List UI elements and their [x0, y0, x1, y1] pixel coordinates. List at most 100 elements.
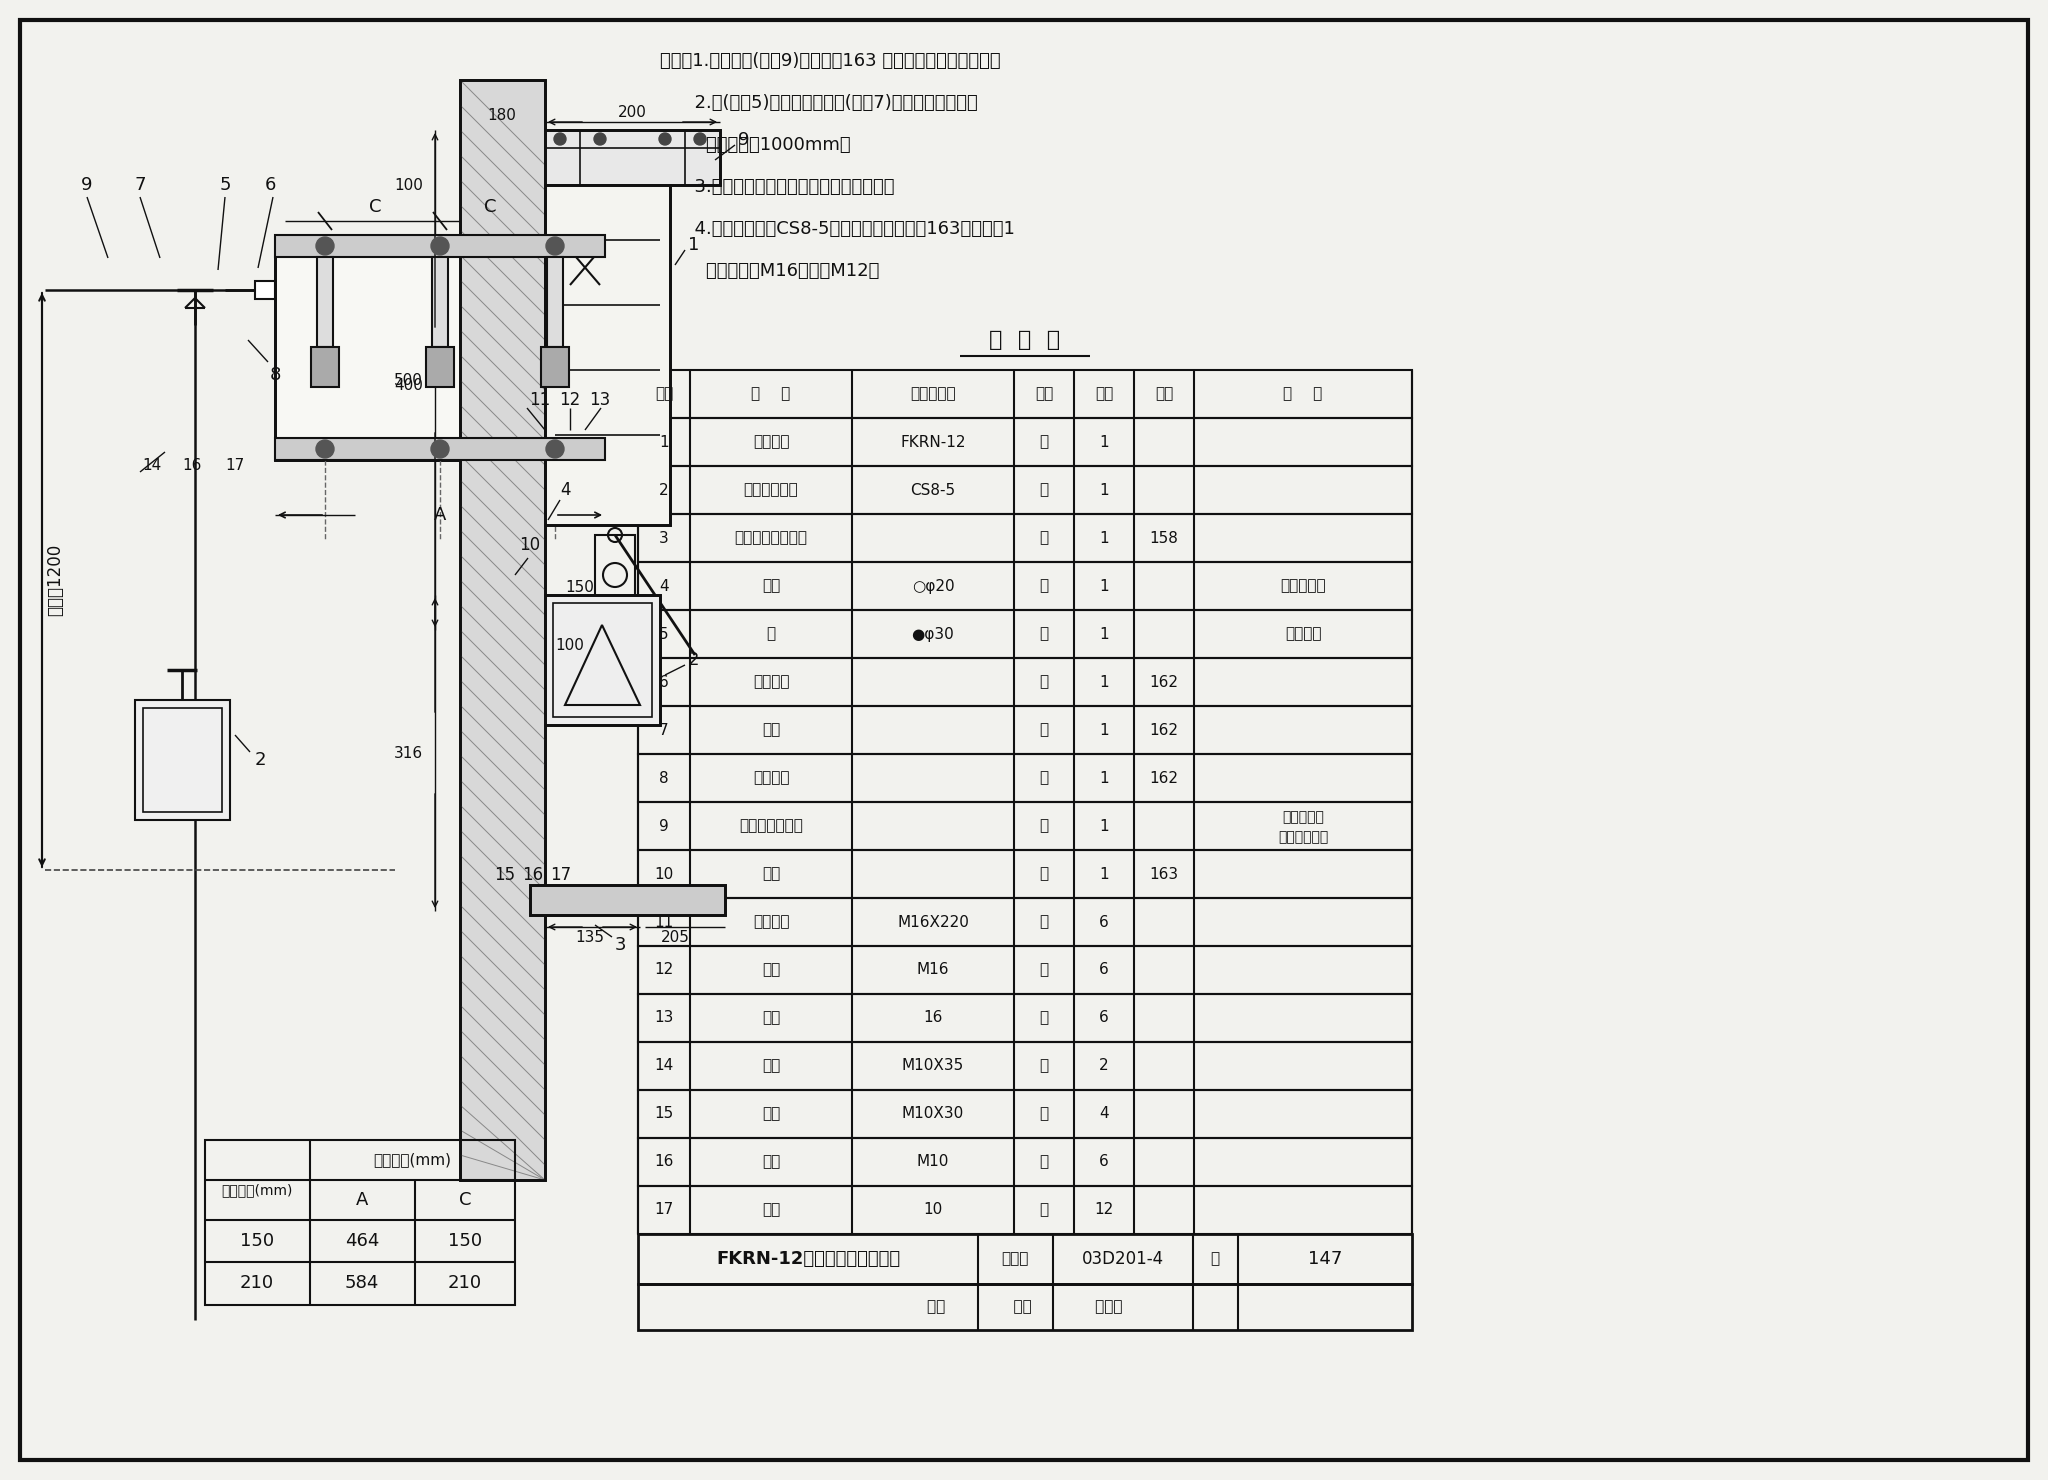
Text: 明  细  表: 明 细 表: [989, 330, 1061, 349]
Bar: [553, 602, 651, 716]
Bar: [426, 346, 455, 386]
Text: 页: 页: [1210, 1252, 1219, 1267]
Text: 147: 147: [1309, 1251, 1341, 1268]
Bar: [639, 898, 1411, 946]
Text: 14: 14: [655, 1058, 674, 1073]
Text: ●φ30: ●φ30: [911, 626, 954, 641]
Text: 7: 7: [135, 176, 145, 194]
Text: 150: 150: [240, 1231, 274, 1251]
Text: 400: 400: [393, 377, 424, 392]
Bar: [311, 346, 340, 386]
Text: 5: 5: [219, 176, 231, 194]
Text: 2: 2: [688, 651, 700, 669]
Bar: [639, 562, 1411, 610]
Bar: [143, 707, 221, 813]
Text: C: C: [369, 198, 381, 216]
Text: 的螺纹直径M16应改为M12。: 的螺纹直径M16应改为M12。: [659, 262, 879, 280]
Text: 根: 根: [1040, 579, 1049, 593]
Text: 安装尺寸(mm): 安装尺寸(mm): [373, 1153, 451, 1168]
Bar: [432, 258, 449, 346]
Text: FKRN-12负荷开关在墙上安装: FKRN-12负荷开关在墙上安装: [717, 1251, 899, 1268]
Text: 14: 14: [143, 457, 162, 472]
Text: 8: 8: [270, 366, 281, 383]
Text: 10: 10: [520, 536, 541, 554]
Text: 1: 1: [1100, 435, 1108, 450]
Bar: [530, 885, 725, 915]
Text: 316: 316: [393, 746, 424, 761]
Text: 500: 500: [393, 373, 424, 388]
Text: 4: 4: [1100, 1107, 1108, 1122]
Bar: [639, 1285, 1411, 1331]
Text: 页次: 页次: [1155, 386, 1174, 401]
Bar: [639, 514, 1411, 562]
Text: 个: 个: [1040, 1058, 1049, 1073]
Text: 操动机构安装支架: 操动机构安装支架: [735, 530, 807, 546]
Text: 根: 根: [1040, 722, 1049, 737]
Bar: [639, 610, 1411, 659]
Text: 16: 16: [522, 866, 543, 884]
Text: 开关成套供应: 开关成套供应: [1278, 830, 1327, 844]
Text: 4: 4: [559, 481, 569, 499]
Text: 180: 180: [487, 108, 516, 123]
Text: 5: 5: [659, 626, 670, 641]
Text: 1: 1: [659, 435, 670, 450]
Text: 100: 100: [555, 638, 584, 653]
Bar: [639, 946, 1411, 995]
Text: 3: 3: [659, 530, 670, 546]
Text: 个: 个: [1040, 866, 1049, 882]
Text: 17: 17: [655, 1202, 674, 1218]
Text: 备    注: 备 注: [1284, 386, 1323, 401]
Text: M10X30: M10X30: [901, 1107, 965, 1122]
Text: 210: 210: [449, 1274, 481, 1292]
Text: ○φ20: ○φ20: [911, 579, 954, 593]
Text: 距地面1200: 距地面1200: [45, 543, 63, 616]
Bar: [274, 438, 604, 460]
Text: 1: 1: [1100, 482, 1108, 497]
Text: 9: 9: [737, 132, 750, 149]
Bar: [545, 130, 721, 185]
Text: 11: 11: [528, 391, 551, 408]
Bar: [541, 346, 569, 386]
Text: 16: 16: [182, 457, 201, 472]
Text: 个: 个: [1040, 530, 1049, 546]
Text: 台: 台: [1040, 482, 1049, 497]
Text: 螺杆: 螺杆: [762, 866, 780, 882]
Text: 13: 13: [653, 1011, 674, 1026]
Text: 轴承: 轴承: [762, 722, 780, 737]
Text: 根: 根: [1040, 771, 1049, 786]
Text: 轴: 轴: [766, 626, 776, 641]
Text: 162: 162: [1149, 675, 1178, 690]
Text: 螺母: 螺母: [762, 1154, 780, 1169]
Text: 序号: 序号: [655, 386, 674, 401]
Text: 12: 12: [1094, 1202, 1114, 1218]
Text: 螺栓: 螺栓: [762, 1058, 780, 1073]
Text: 1: 1: [1100, 626, 1108, 641]
Text: M10: M10: [918, 1154, 948, 1169]
Text: 个: 个: [1040, 1202, 1049, 1218]
Bar: [545, 185, 670, 525]
Text: 1: 1: [1100, 866, 1108, 882]
Text: 6: 6: [264, 176, 276, 194]
Text: 弯形拐臂随: 弯形拐臂随: [1282, 810, 1323, 824]
Text: 210: 210: [240, 1274, 274, 1292]
Text: 205: 205: [662, 929, 690, 944]
Text: 拉杆: 拉杆: [762, 579, 780, 593]
Text: 根: 根: [1040, 675, 1049, 690]
Text: 10: 10: [655, 866, 674, 882]
Text: 名    称: 名 称: [752, 386, 791, 401]
Text: 开尾螺栓: 开尾螺栓: [754, 915, 788, 929]
Bar: [639, 1234, 1411, 1285]
Text: 螺母: 螺母: [762, 962, 780, 977]
Bar: [639, 417, 1411, 466]
Text: 4: 4: [659, 579, 670, 593]
Text: 6: 6: [1100, 1011, 1108, 1026]
Bar: [639, 1089, 1411, 1138]
Text: 轴连接套: 轴连接套: [754, 675, 788, 690]
Text: C: C: [459, 1191, 471, 1209]
Text: 12: 12: [655, 962, 674, 977]
Text: 1: 1: [1100, 771, 1108, 786]
Text: 2.轴(零件5)延长需增加轴承(零件7)时，两个轴承间的: 2.轴(零件5)延长需增加轴承(零件7)时，两个轴承间的: [659, 95, 977, 112]
Text: 垫圈: 垫圈: [762, 1011, 780, 1026]
Bar: [545, 130, 721, 185]
Text: 图集号: 图集号: [1001, 1252, 1028, 1267]
